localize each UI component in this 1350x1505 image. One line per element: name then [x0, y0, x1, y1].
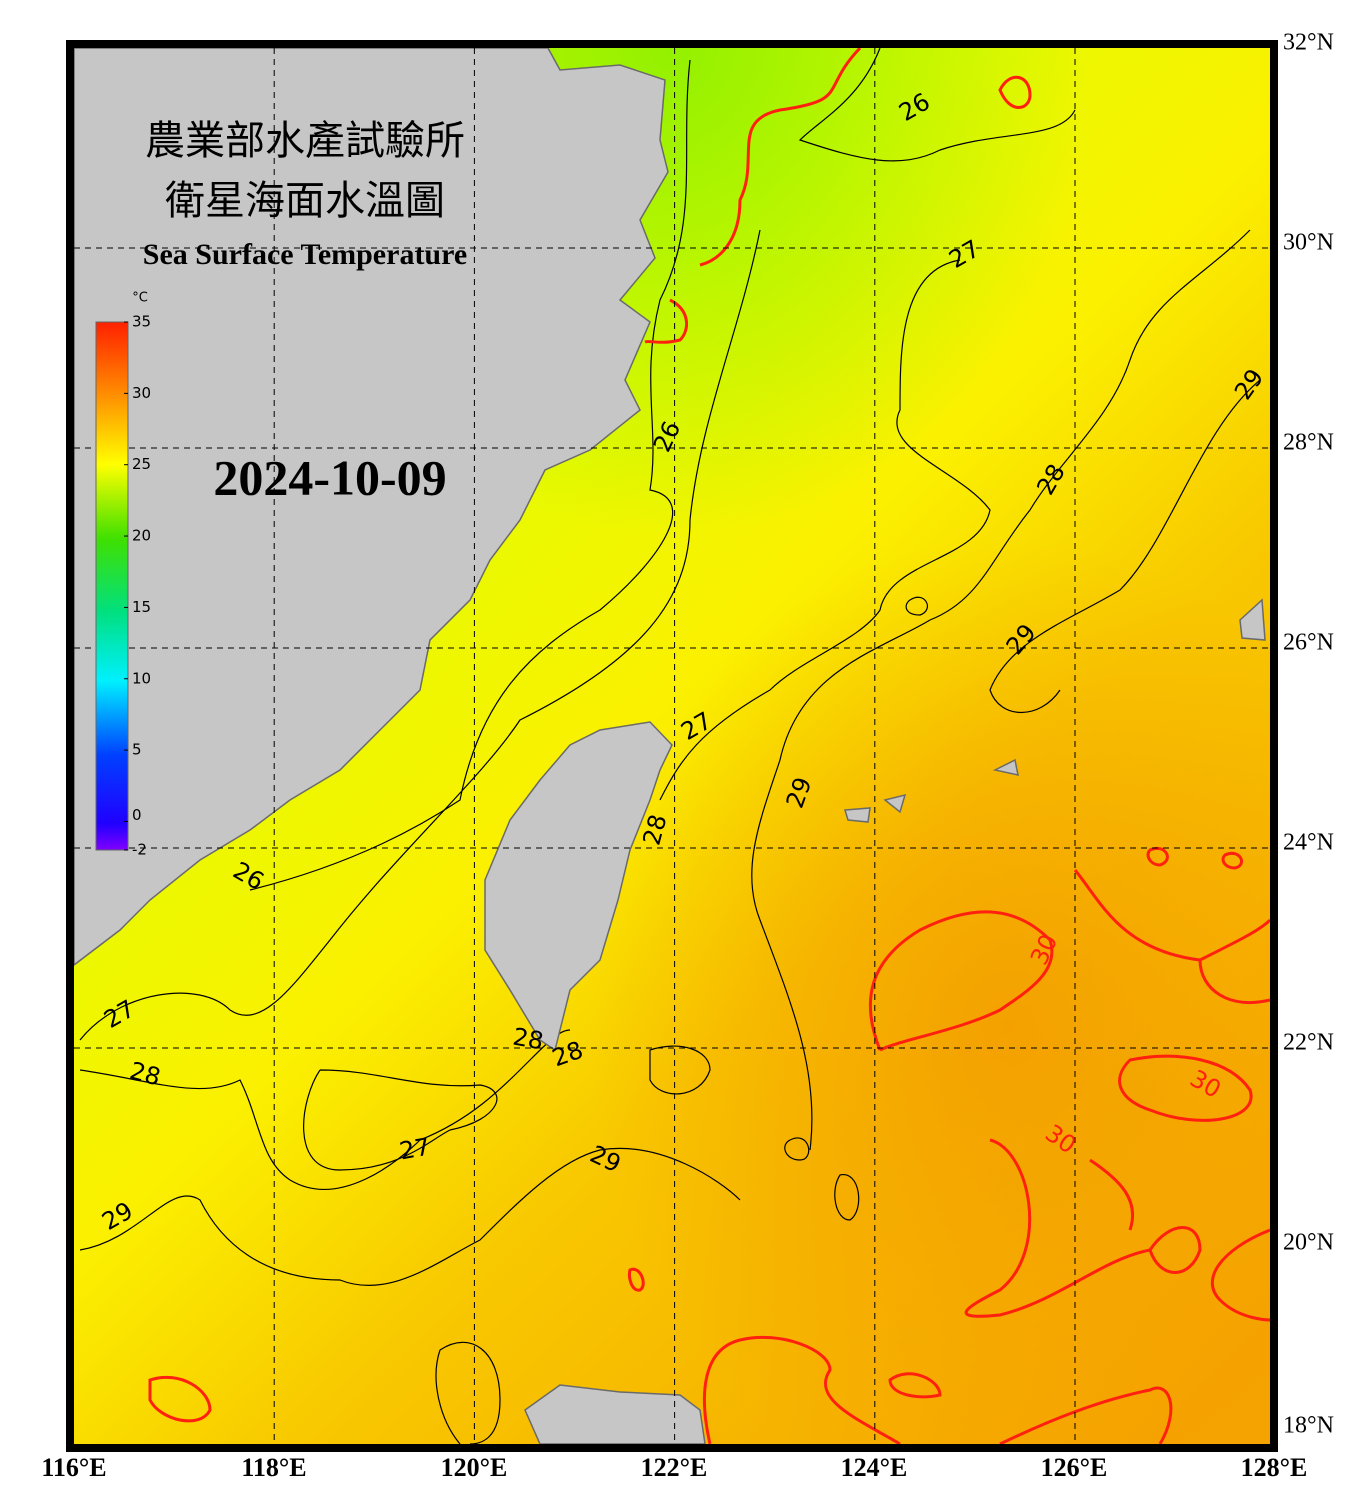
- subtitle: Sea Surface Temperature: [143, 238, 467, 271]
- contours-red: [148, 48, 1270, 1444]
- taiwan: [484, 721, 673, 1052]
- colorbar-tick-label: 35: [132, 313, 151, 331]
- lon-label: 120°E: [441, 1453, 508, 1482]
- lat-label: 24°N: [1283, 830, 1334, 856]
- colorbar: [95, 321, 129, 851]
- lat-label: 26°N: [1283, 630, 1334, 656]
- colorbar-tick-label: 25: [132, 455, 151, 473]
- colorbar-tick-label: 15: [132, 598, 151, 616]
- colorbar-tick-label: 10: [132, 669, 151, 687]
- islands: [844, 598, 1266, 823]
- title-line: 農業部水產試驗所: [145, 118, 465, 163]
- lon-label: 122°E: [641, 1453, 708, 1482]
- lat-label: 20°N: [1283, 1230, 1334, 1256]
- date: 2024-10-09: [213, 449, 446, 505]
- colorbar-unit: °C: [132, 291, 148, 306]
- colorbar-tick-label: 30: [132, 384, 151, 402]
- lon-label: 126°E: [1041, 1453, 1108, 1482]
- lat-label: 28°N: [1283, 430, 1334, 456]
- land: [74, 48, 1266, 1444]
- lon-label: 116°E: [41, 1453, 106, 1482]
- map-frame: [66, 40, 1278, 1452]
- contour-label: 27: [397, 1133, 432, 1166]
- lon-label: 128°E: [1241, 1453, 1308, 1482]
- lon-label: 118°E: [241, 1453, 306, 1482]
- title-line: 衛星海面水溫圖: [165, 178, 445, 223]
- colorbar-tick-label: -2: [132, 841, 147, 859]
- lat-label: 18°N: [1283, 1413, 1334, 1439]
- contour-label: 28: [511, 1023, 546, 1056]
- lon-label: 124°E: [841, 1453, 908, 1482]
- luzon: [524, 1384, 706, 1444]
- colorbar-tick-label: 0: [132, 806, 142, 824]
- lat-label: 22°N: [1283, 1030, 1334, 1056]
- lat-label: 30°N: [1283, 230, 1334, 256]
- mainland: [74, 48, 669, 966]
- colorbar-tick-label: 20: [132, 527, 151, 545]
- lat-label: 32°N: [1283, 30, 1334, 56]
- colorbar-tick-label: 5: [132, 741, 142, 759]
- contours-black: [79, 48, 1261, 1444]
- graticule: [74, 48, 1270, 1444]
